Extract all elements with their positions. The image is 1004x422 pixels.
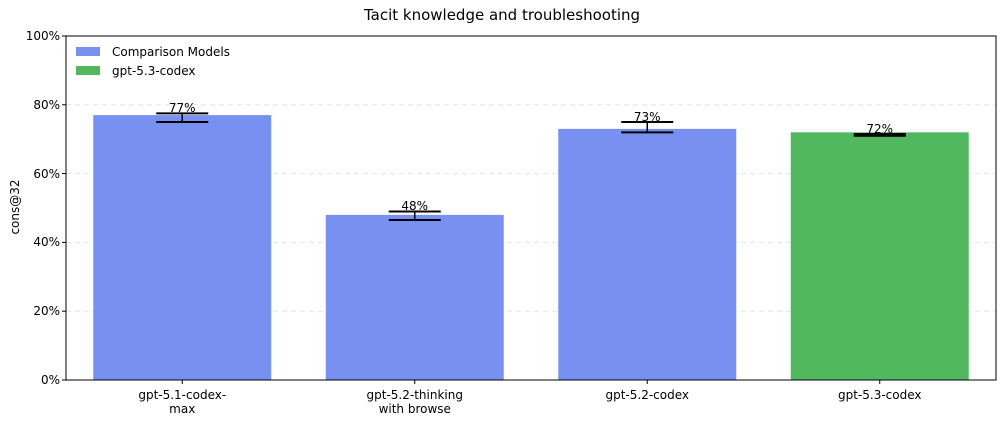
legend-item-gpt-5-3-codex: gpt-5.3-codex [76,61,230,80]
bar-2 [558,128,737,380]
y-tick-label-3: 60% [33,166,60,181]
legend-label-gpt-5-3-codex: gpt-5.3-codex [112,63,196,78]
plot-frame [65,35,997,381]
data-label-1: 48% [401,199,429,214]
y-tick-label-5: 100% [25,29,60,43]
bar-1 [325,214,504,380]
x-tick-label-2: gpt-5.2-codex [605,388,690,402]
chart-title: Tacit knowledge and troubleshooting [363,6,641,24]
legend-swatch-comparison [76,47,100,56]
legend-item-comparison: Comparison Models [76,42,230,61]
x-tick-label-3: gpt-5.3-codex [837,388,922,402]
y-tick-label-1: 20% [33,304,60,319]
data-label-2: 73% [633,110,661,124]
bar-0 [93,115,272,381]
data-label-3: 72% [866,122,894,137]
y-tick-label-0: 0% [40,373,60,387]
y-tick-label-4: 80% [33,97,60,112]
legend-swatch-gpt-5-3-codex [76,66,100,75]
x-tick-label-0: gpt-5.1-codex- max [138,388,227,416]
y-tick-label-2: 40% [33,235,60,250]
x-tick-label-1: gpt-5.2-thinking with browse [366,388,463,416]
legend-label-comparison: Comparison Models [112,44,230,59]
legend: Comparison Models gpt-5.3-codex [76,42,230,80]
data-label-0: 77% [168,101,196,116]
y-axis-label: cons@32 [8,179,22,235]
bar-3 [790,132,969,380]
